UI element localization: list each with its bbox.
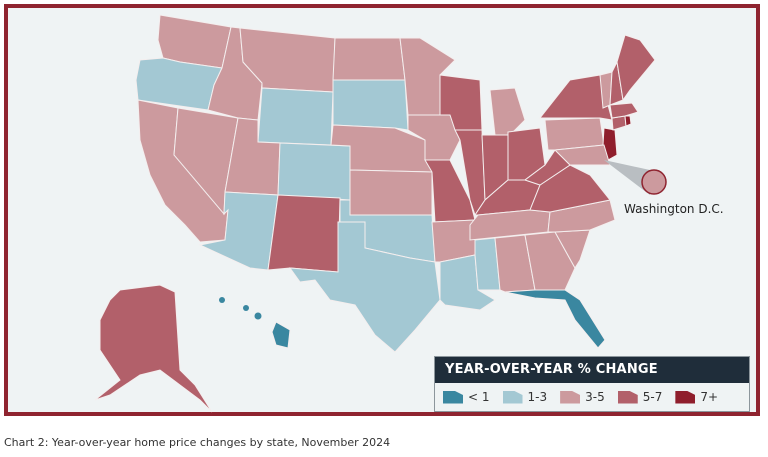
us-state-map	[94, 14, 667, 413]
state-ks	[349, 169, 433, 216]
state-hi	[271, 321, 291, 349]
state-nm	[267, 194, 341, 273]
state-ma	[609, 102, 639, 119]
state-me	[616, 34, 656, 102]
state-ak	[94, 284, 213, 413]
state-wy	[257, 87, 334, 146]
legend-label: < 1	[468, 390, 490, 404]
dc-callout-wedge	[604, 160, 650, 195]
state-dc	[641, 169, 667, 195]
state-wv	[523, 149, 571, 186]
legend-swatch	[443, 390, 463, 404]
chart-caption: Chart 2: Year-over-year home price chang…	[4, 436, 391, 449]
state-ms	[474, 237, 501, 291]
dc-label: Washington D.C.	[624, 202, 724, 216]
state-nd	[332, 37, 406, 81]
legend-label: 3-5	[585, 390, 605, 404]
state-pa	[544, 117, 605, 151]
state-ri	[624, 115, 632, 127]
legend-item: < 1	[443, 390, 490, 404]
state-md	[553, 144, 611, 166]
legend-swatch	[617, 390, 638, 404]
legend-title: YEAR-OVER-YEAR % CHANGE	[435, 357, 749, 383]
state-hi-island	[254, 312, 262, 320]
legend-items: < 1 1-3 3-5 5-7 7+	[435, 383, 749, 411]
legend-swatch	[560, 390, 581, 404]
state-hi-island	[243, 305, 249, 311]
legend-label: 1-3	[527, 390, 548, 404]
state-sd	[332, 79, 409, 131]
legend: YEAR-OVER-YEAR % CHANGE < 1 1-3 3-5 5-7 7+	[434, 356, 750, 412]
legend-swatch	[502, 390, 523, 404]
state-hi-island	[219, 297, 225, 303]
state-co	[277, 142, 351, 201]
legend-label: 5-7	[642, 390, 663, 404]
legend-label: 7+	[700, 390, 719, 404]
legend-item: 7+	[675, 390, 718, 404]
legend-item: 5-7	[617, 390, 663, 404]
state-mi	[489, 87, 526, 136]
state-tx	[288, 221, 441, 353]
state-ar	[431, 219, 476, 263]
legend-swatch	[675, 390, 696, 404]
state-fl	[504, 289, 606, 349]
legend-item: 3-5	[560, 390, 605, 404]
legend-item: 1-3	[502, 390, 548, 404]
